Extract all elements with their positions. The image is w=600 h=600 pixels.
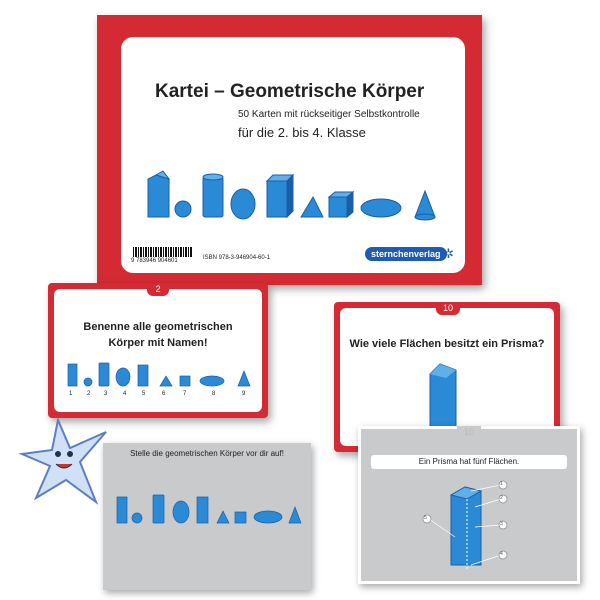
card-right-back: 10 Ein Prisma hat fünf Flächen. 1 2 3 4 … xyxy=(358,426,580,584)
label-6: 6 xyxy=(162,391,166,397)
face-label-1: 1 xyxy=(500,481,503,487)
cover-panel: Kartei – Geometrische Körper 50 Karten m… xyxy=(121,37,465,273)
card-right-front-panel: 10 Wie viele Flächen besitzt ein Prisma? xyxy=(340,302,554,446)
card-question: Benenne alle geometrischen Körper mit Na… xyxy=(83,321,233,349)
label-3: 3 xyxy=(104,391,108,397)
sphere-shape xyxy=(174,200,192,218)
face-label-4: 4 xyxy=(500,551,503,557)
cone-shape xyxy=(414,189,436,218)
label-5: 5 xyxy=(142,391,146,397)
cube-shape xyxy=(328,196,348,218)
publisher-logo: sternchenverlag xyxy=(365,247,447,261)
cover-grade: für die 2. bis 4. Klasse xyxy=(238,125,366,140)
labeled-prism-diagram xyxy=(422,480,508,569)
publisher-name: sternchenverlag xyxy=(371,249,441,259)
card-right-front: 10 Wie viele Flächen besitzt ein Prisma? xyxy=(334,302,560,452)
egg-shape xyxy=(230,188,256,220)
card-back-instruction: Stelle die geometrischen Körper vor dir … xyxy=(130,449,284,458)
cover-subtitle: 50 Karten mit rückseitiger Selbstkontrol… xyxy=(238,109,420,120)
label-7: 7 xyxy=(183,391,187,397)
cover-card: Kartei – Geometrische Körper 50 Karten m… xyxy=(97,15,482,285)
prism-shape xyxy=(429,363,457,439)
isbn-text: ISBN 978-3-946904-60-1 xyxy=(203,255,271,261)
label-2: 2 xyxy=(87,391,91,397)
card-question: Wie viele Flächen besitzt ein Prisma? xyxy=(349,338,545,350)
face-label-2: 2 xyxy=(500,495,503,501)
answer-text: Ein Prisma hat fünf Flächen. xyxy=(418,457,520,466)
answer-box: Ein Prisma hat fünf Flächen. xyxy=(371,455,567,469)
label-9: 9 xyxy=(242,391,246,397)
card-left-back: Stelle die geometrischen Körper vor dir … xyxy=(103,443,311,590)
card-number: 10 xyxy=(457,426,481,439)
barcode xyxy=(133,247,193,257)
face-label-5: 5 xyxy=(424,515,427,521)
card-number: 10 xyxy=(436,302,460,315)
card-left-front-panel: 2 Benenne alle geometrischen Körper mit … xyxy=(54,283,262,412)
cuboid-shape xyxy=(266,180,288,218)
ellipsoid-shape xyxy=(360,198,402,218)
pyramid-shape xyxy=(300,195,324,218)
numbered-shapes-row xyxy=(67,362,251,387)
cover-shapes-row xyxy=(147,170,436,221)
face-label-3: 3 xyxy=(500,521,503,527)
publisher-star-icon: ✲ xyxy=(443,246,454,261)
cylinder-shape xyxy=(202,176,224,218)
shapes-on-table xyxy=(116,494,302,524)
label-8: 8 xyxy=(212,391,216,397)
star-mascot-icon xyxy=(18,416,107,505)
prism-shape xyxy=(147,174,170,218)
label-4: 4 xyxy=(123,391,127,397)
barcode-number: 9 783946 904601 xyxy=(131,258,178,264)
card-number: 2 xyxy=(147,283,169,296)
label-1: 1 xyxy=(69,391,73,397)
cover-title: Kartei – Geometrische Körper xyxy=(155,81,425,102)
card-left-front: 2 Benenne alle geometrischen Körper mit … xyxy=(48,283,268,418)
